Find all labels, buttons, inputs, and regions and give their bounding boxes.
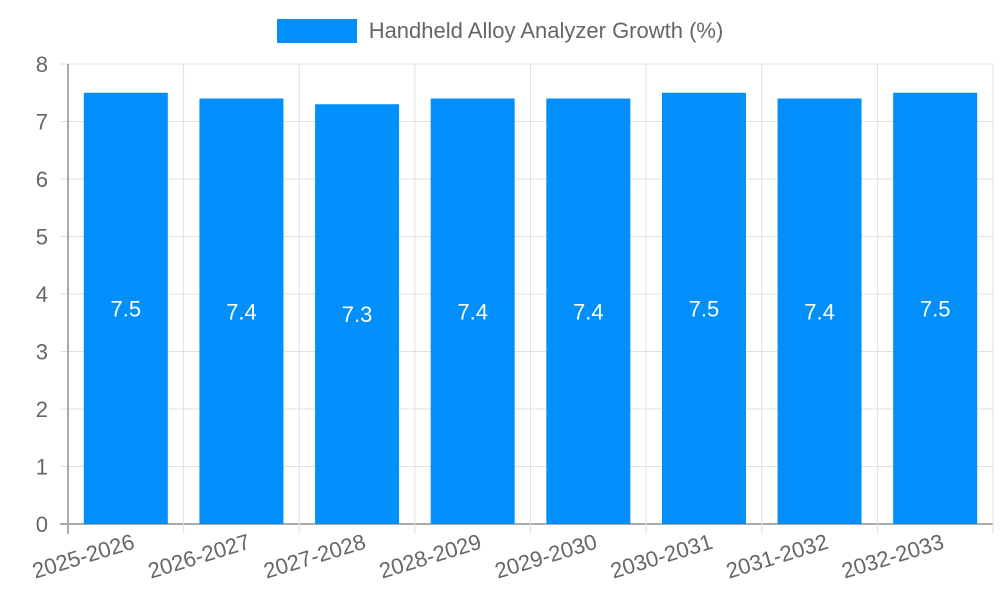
bar[interactable] (661, 92, 746, 524)
y-tick-label: 3 (36, 340, 48, 365)
bar[interactable] (199, 98, 284, 525)
bar[interactable] (83, 92, 168, 524)
y-tick-label: 6 (36, 167, 48, 192)
bar-value-label: 7.4 (226, 299, 257, 324)
y-tick-label: 4 (36, 282, 48, 307)
y-tick-label: 5 (36, 225, 48, 250)
y-tick-label: 8 (36, 52, 48, 77)
y-tick-label: 1 (36, 455, 48, 480)
bar[interactable] (315, 104, 400, 524)
bar-value-label: 7.4 (804, 299, 835, 324)
bar-value-label: 7.4 (457, 299, 488, 324)
bar-value-label: 7.5 (920, 296, 951, 321)
bar-value-label: 7.4 (573, 299, 604, 324)
y-tick-label: 7 (36, 110, 48, 135)
legend-label: Handheld Alloy Analyzer Growth (%) (368, 18, 724, 43)
bar[interactable] (546, 98, 631, 525)
bar[interactable] (893, 92, 978, 524)
chart-legend: Handheld Alloy Analyzer Growth (%) (0, 18, 1000, 44)
x-tick-label: 2025-2026 (29, 529, 137, 584)
x-tick-label: 2027-2028 (261, 529, 369, 584)
bar-value-label: 7.5 (111, 296, 142, 321)
bar[interactable] (777, 98, 862, 525)
x-tick-label: 2031-2032 (723, 529, 831, 584)
x-tick-label: 2028-2029 (376, 529, 484, 584)
bar-value-label: 7.5 (689, 296, 720, 321)
bar-value-label: 7.3 (342, 302, 373, 327)
bar[interactable] (430, 98, 515, 525)
x-tick-label: 2029-2030 (492, 529, 600, 584)
x-tick-label: 2032-2033 (839, 529, 947, 584)
x-tick-label: 2026-2027 (145, 529, 253, 584)
y-tick-label: 2 (36, 397, 48, 422)
x-tick-label: 2030-2031 (607, 529, 715, 584)
legend-swatch[interactable] (276, 19, 357, 43)
y-tick-label: 0 (36, 512, 48, 537)
